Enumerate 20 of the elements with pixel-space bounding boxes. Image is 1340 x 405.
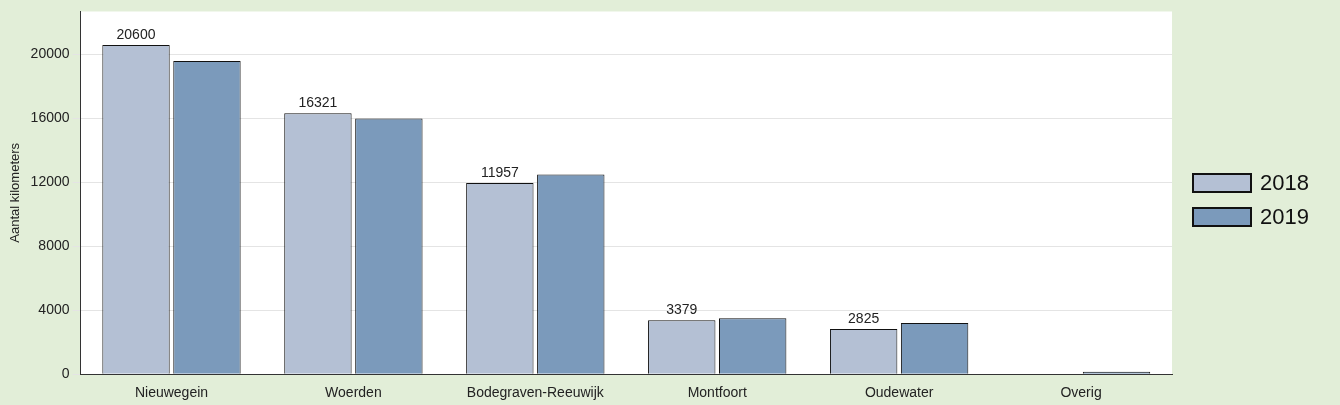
legend-label: 2018 [1260, 170, 1309, 196]
data-label: 2825 [848, 309, 880, 326]
y-tick-label: 12000 [30, 173, 70, 190]
x-tick-label: Oudewater [864, 384, 934, 401]
data-label: 20600 [116, 25, 156, 42]
y-tick-label: 4000 [38, 301, 70, 318]
x-tick-label: Bodegraven-Reeuwijk [466, 384, 605, 401]
y-tick-label: 16000 [30, 109, 70, 126]
y-axis-title: Aantal kilometers [7, 142, 23, 243]
y-tick-label: 20000 [30, 45, 70, 62]
x-tick-label: Woerden [325, 384, 382, 401]
data-label: 16321 [298, 94, 338, 111]
x-tick-label: Overig [1060, 384, 1102, 401]
y-tick-label: 8000 [38, 237, 70, 254]
x-tick-label: Nieuwegein [134, 384, 209, 401]
x-tick-label: Montfoort [687, 384, 747, 401]
data-label: 11957 [480, 163, 519, 180]
y-tick-label: 0 [61, 365, 70, 382]
data-label: 3379 [666, 301, 698, 318]
legend-label: 2019 [1260, 204, 1309, 230]
